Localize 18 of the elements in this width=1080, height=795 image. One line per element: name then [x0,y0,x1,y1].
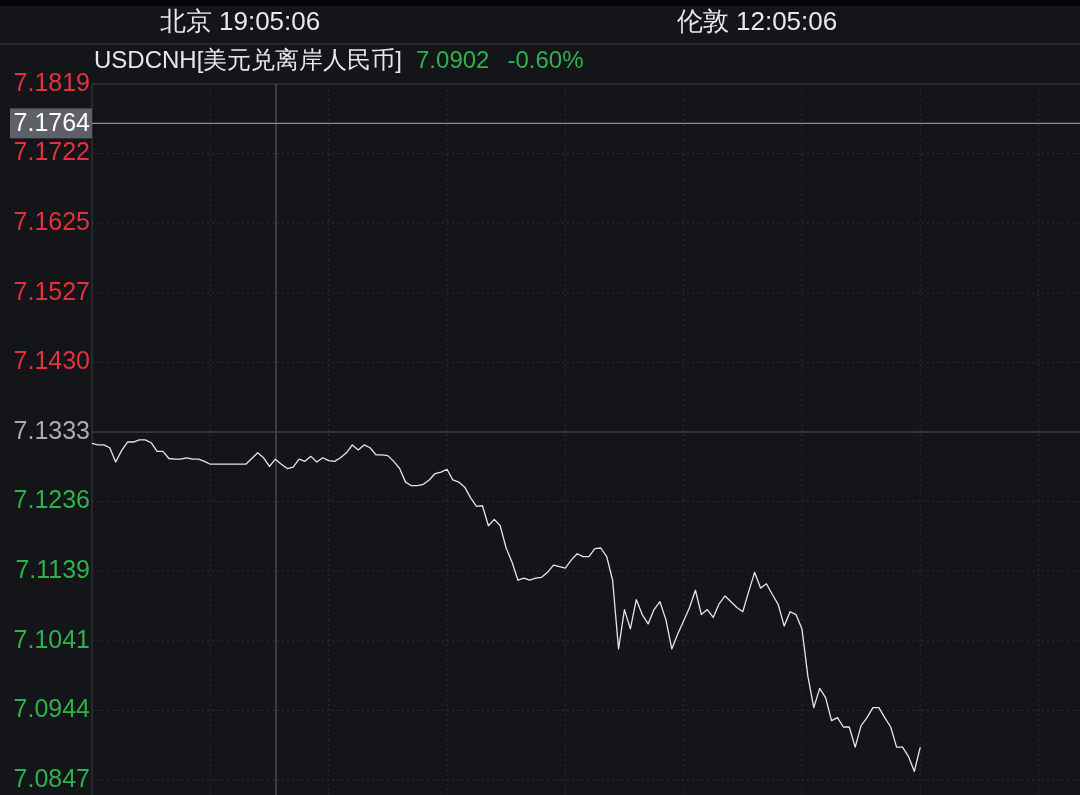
y-tick-label: 7.1236 [13,485,90,514]
text: -0.60% [507,46,584,74]
line-series [91,439,921,773]
y-tick-label: 7.1722 [13,137,90,166]
y-tick-label: 7.1527 [13,276,90,305]
y-tick-label: 7.1139 [15,554,90,583]
y-tick-label: 7.0944 [13,694,91,723]
y-tick-label: 7.1333 [13,415,90,444]
y-tick-label: 7.1041 [13,624,90,653]
chart-title: USDCNH[美元兑离岸人民币] [94,46,403,74]
text: 北京 19:05:06 [159,5,321,36]
y-tick-label: 7.1819 [13,67,90,96]
y-tick-label: 7.1430 [13,346,90,375]
y-tick-label: 7.0847 [13,763,90,792]
text: 伦敦 12:05:06 [676,5,838,36]
y-tick-label: 7.1625 [13,206,90,235]
text: 7.0902 [416,46,490,74]
ref-line-label: 7.1764 [13,107,91,136]
